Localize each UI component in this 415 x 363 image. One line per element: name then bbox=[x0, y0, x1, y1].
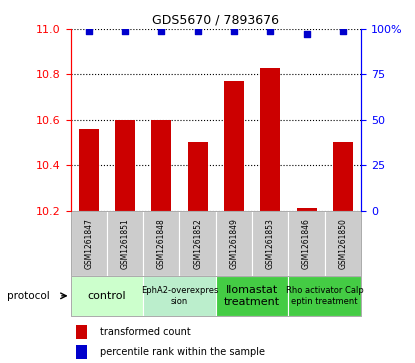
Point bbox=[267, 28, 273, 34]
Bar bbox=[252, 211, 288, 276]
Bar bbox=[76, 325, 87, 339]
Bar bbox=[143, 211, 179, 276]
Text: control: control bbox=[88, 291, 126, 301]
Text: GSM1261847: GSM1261847 bbox=[84, 218, 93, 269]
Text: Rho activator Calp
eptin treatment: Rho activator Calp eptin treatment bbox=[286, 286, 364, 306]
Text: GSM1261852: GSM1261852 bbox=[193, 218, 202, 269]
Bar bbox=[325, 211, 361, 276]
Text: GSM1261853: GSM1261853 bbox=[266, 218, 275, 269]
Bar bbox=[216, 276, 288, 316]
Bar bbox=[107, 211, 143, 276]
Point bbox=[122, 28, 128, 34]
Bar bbox=[288, 276, 361, 316]
Bar bbox=[179, 211, 216, 276]
Bar bbox=[71, 276, 143, 316]
Point bbox=[85, 28, 92, 34]
Bar bbox=[115, 120, 135, 211]
Text: GSM1261848: GSM1261848 bbox=[157, 218, 166, 269]
Point bbox=[194, 28, 201, 34]
Point bbox=[339, 28, 346, 34]
Text: Ilomastat
treatment: Ilomastat treatment bbox=[224, 285, 280, 307]
Bar bbox=[188, 142, 208, 211]
Text: percentile rank within the sample: percentile rank within the sample bbox=[100, 347, 265, 357]
Point bbox=[231, 28, 237, 34]
Bar bbox=[216, 211, 252, 276]
Point bbox=[303, 32, 310, 37]
Text: protocol: protocol bbox=[7, 291, 50, 301]
Bar bbox=[333, 142, 353, 211]
Bar bbox=[151, 120, 171, 211]
Text: GSM1261850: GSM1261850 bbox=[338, 218, 347, 269]
Text: transformed count: transformed count bbox=[100, 327, 190, 337]
Text: GSM1261846: GSM1261846 bbox=[302, 218, 311, 269]
Text: GSM1261851: GSM1261851 bbox=[120, 218, 129, 269]
Bar bbox=[297, 208, 317, 211]
Bar bbox=[260, 68, 280, 211]
Bar bbox=[288, 211, 325, 276]
Point bbox=[158, 28, 165, 34]
Bar bbox=[71, 211, 107, 276]
Bar bbox=[79, 129, 99, 211]
Title: GDS5670 / 7893676: GDS5670 / 7893676 bbox=[152, 13, 279, 26]
Bar bbox=[76, 345, 87, 359]
Bar bbox=[224, 81, 244, 211]
Text: EphA2-overexpres
sion: EphA2-overexpres sion bbox=[141, 286, 218, 306]
Text: GSM1261849: GSM1261849 bbox=[229, 218, 239, 269]
Bar bbox=[143, 276, 216, 316]
